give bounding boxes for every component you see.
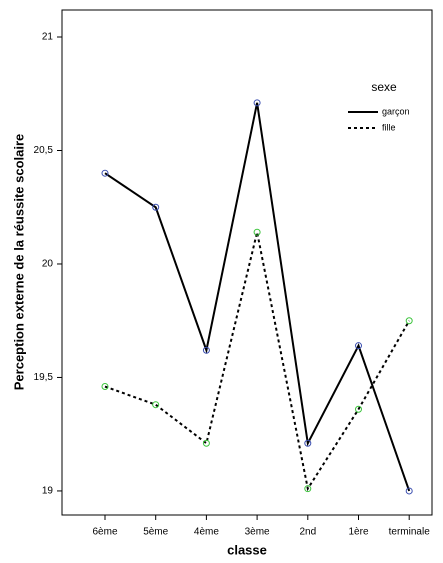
point xyxy=(304,485,312,493)
point xyxy=(253,228,261,236)
point xyxy=(101,169,109,177)
x-tick-label: 6ème xyxy=(92,527,117,538)
point xyxy=(152,203,160,211)
y-axis-title: Perception externe de la réussite scolai… xyxy=(11,134,26,391)
y-tick-label: 19,5 xyxy=(34,372,54,383)
point xyxy=(355,405,362,413)
x-tick-label: 1ère xyxy=(348,527,368,538)
plot-area xyxy=(61,9,433,516)
legend-label: garçon xyxy=(382,106,410,116)
y-tick-label: 20 xyxy=(42,259,54,270)
legend-title: sexe xyxy=(371,80,397,94)
legend-label: fille xyxy=(382,122,396,132)
point xyxy=(355,342,362,350)
x-axis-title: classe xyxy=(227,542,267,557)
point xyxy=(405,317,413,325)
point xyxy=(152,401,160,409)
series-line xyxy=(104,102,411,492)
point xyxy=(253,99,261,107)
x-tick-label: 4ème xyxy=(194,527,219,538)
x-tick-label: terminale xyxy=(389,527,431,538)
x-tick-label: 5ème xyxy=(143,527,168,538)
x-tick-label: 2nd xyxy=(299,527,316,538)
x-tick-label: 3ème xyxy=(245,527,270,538)
y-tick-label: 20,5 xyxy=(34,145,54,156)
point xyxy=(202,439,210,447)
point xyxy=(405,487,413,495)
point xyxy=(202,346,210,354)
series-line xyxy=(104,231,411,492)
y-tick-label: 19 xyxy=(42,486,54,497)
point xyxy=(101,383,109,391)
point xyxy=(304,439,312,447)
y-tick-label: 21 xyxy=(42,32,54,43)
